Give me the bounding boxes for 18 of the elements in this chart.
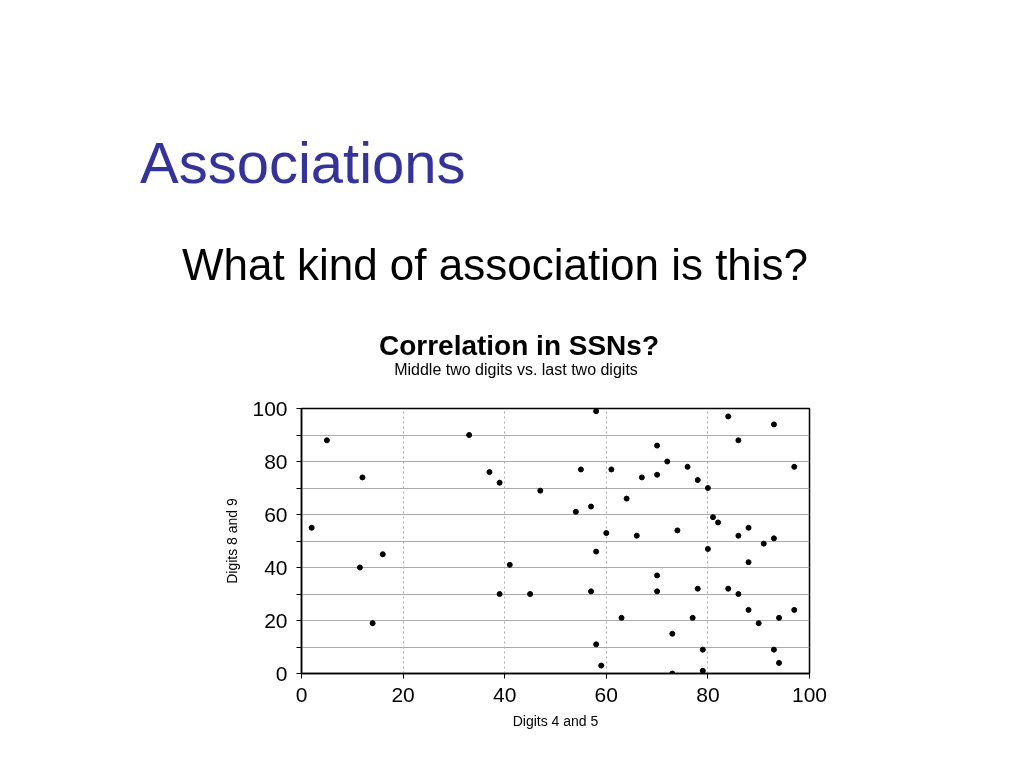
chart-title: Correlation in SSNs?	[378, 329, 660, 361]
y-axis-title: Digits 8 and 9	[224, 497, 241, 584]
y-tick-label: 100	[252, 396, 288, 420]
chart-subtitle: Middle two digits vs. last two digits	[394, 360, 638, 378]
x-tick-label: 20	[391, 682, 415, 706]
x-axis-title: Digits 4 and 5	[512, 712, 599, 729]
y-tick-label: 0	[275, 661, 288, 685]
text: Associations	[140, 129, 466, 195]
y-tick-label: 40	[264, 555, 288, 579]
x-tick-label: 0	[295, 682, 308, 706]
x-tick-label: 100	[791, 682, 828, 706]
x-tick-label: 40	[493, 682, 517, 706]
x-tick-label: 60	[594, 682, 618, 706]
y-tick-label: 20	[264, 608, 288, 632]
y-tick-label: 60	[264, 502, 288, 526]
y-tick-label: 80	[264, 449, 288, 473]
x-tick-label: 80	[696, 682, 720, 706]
text: What kind of association is this?	[182, 239, 809, 289]
